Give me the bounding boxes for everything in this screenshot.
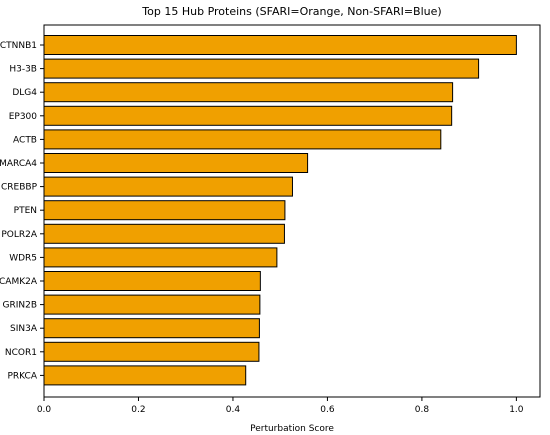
bar-h3-3b xyxy=(43,58,480,79)
x-tick-label: 0.4 xyxy=(226,405,241,415)
bar-wdr5 xyxy=(43,247,278,268)
y-axis-ticks: CTNNB1 H3-3B DLG4 EP300 ACTB SMARCA4 CREBBP PTE… xyxy=(0,41,44,381)
bar-sin3a xyxy=(43,318,260,339)
bar-crebbp xyxy=(43,176,293,197)
y-tick-label: POLR2A xyxy=(1,230,38,240)
y-tick-label: WDR5 xyxy=(9,253,37,263)
x-tick-label: 1.0 xyxy=(509,405,524,415)
x-tick-label: 0.0 xyxy=(37,405,52,415)
y-tick-label: H3-3B xyxy=(9,65,37,75)
x-tick-label: 0.6 xyxy=(320,405,335,415)
bar-ep300 xyxy=(43,105,453,126)
bar-actb xyxy=(43,129,442,150)
y-tick-label: GRIN2B xyxy=(2,301,37,311)
y-tick-label: SIN3A xyxy=(10,324,38,334)
y-tick-label: ACTB xyxy=(13,135,37,145)
bar-ctnnb1 xyxy=(43,35,517,55)
y-tick-label: EP300 xyxy=(9,112,38,122)
y-tick-label: SMARCA4 xyxy=(0,159,37,169)
y-tick-label: CREBBP xyxy=(1,183,38,193)
x-tick-label: 0.2 xyxy=(131,405,145,415)
y-tick-label: CTNNB1 xyxy=(0,41,37,51)
bar-grin2b xyxy=(43,294,261,315)
y-tick-label: NCOR1 xyxy=(5,348,37,358)
y-tick-label: PRKCA xyxy=(7,371,37,381)
x-axis-label: Perturbation Score xyxy=(250,424,334,434)
y-tick-label: PTEN xyxy=(14,206,37,216)
bar-smarca4 xyxy=(43,153,309,173)
bars-group xyxy=(43,35,517,386)
y-tick-label: CAMK2A xyxy=(0,277,38,287)
y-tick-label: DLG4 xyxy=(12,88,37,98)
x-axis-ticks: 0.0 0.2 0.4 0.6 0.8 1.0 xyxy=(37,397,524,415)
x-tick-label: 0.8 xyxy=(415,405,430,415)
bar-ncor1 xyxy=(43,341,260,362)
bar-prkca xyxy=(43,365,247,386)
bar-pten xyxy=(43,200,286,221)
plot-frame xyxy=(43,24,541,398)
chart-title: Top 15 Hub Proteins (SFARI=Orange, Non-S… xyxy=(141,5,441,18)
bar-camk2a xyxy=(43,271,261,291)
bar-polr2a xyxy=(43,223,285,244)
bar-dlg4 xyxy=(43,82,454,103)
